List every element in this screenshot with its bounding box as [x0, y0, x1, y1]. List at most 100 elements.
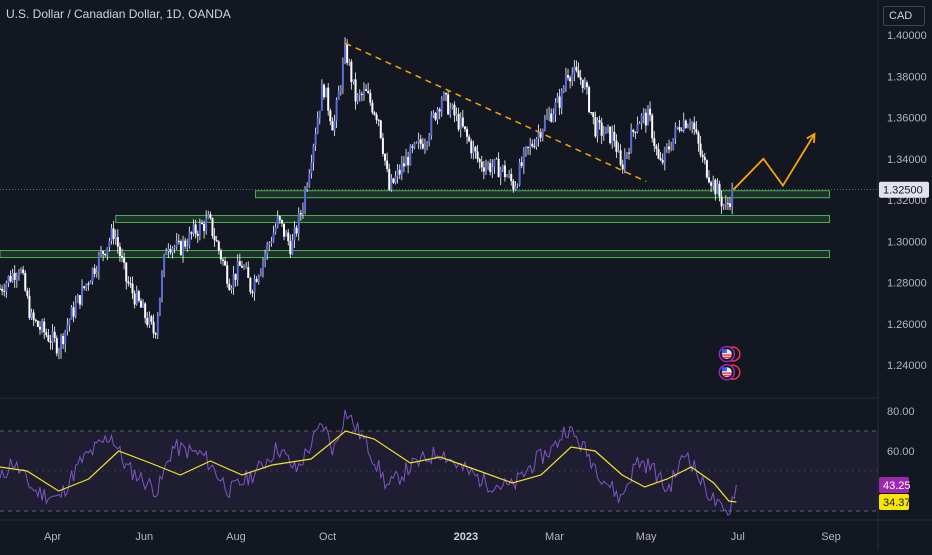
- candle-body: [142, 303, 145, 308]
- candle-body: [718, 183, 721, 197]
- candle-body: [506, 176, 509, 178]
- candle-body: [165, 251, 168, 255]
- candle-body: [524, 146, 527, 151]
- candle-body: [432, 112, 435, 116]
- candle-body: [693, 122, 696, 130]
- candle-body: [194, 224, 197, 234]
- candle-body: [28, 295, 31, 319]
- candle-body: [583, 82, 586, 89]
- price-axis-tick-label: 1.30000: [887, 236, 927, 248]
- candle-body: [34, 319, 37, 321]
- candle-body: [678, 127, 681, 131]
- candle-body: [154, 333, 157, 335]
- candle-body: [604, 127, 607, 134]
- candle-body: [644, 112, 647, 126]
- candle-body: [707, 177, 710, 183]
- candle-body: [110, 228, 113, 241]
- candle-body: [38, 326, 41, 330]
- candle-body: [716, 183, 719, 195]
- candle-body: [493, 158, 496, 167]
- candle-body: [259, 270, 262, 276]
- candle-body: [520, 162, 523, 166]
- candle-body: [339, 87, 342, 92]
- candle-body: [478, 159, 481, 162]
- candle-body: [470, 141, 473, 154]
- candle-body: [329, 110, 332, 122]
- candle-body: [590, 112, 593, 114]
- candle-body: [407, 156, 410, 166]
- candle-body: [689, 125, 692, 127]
- rsi-value-badge: [879, 477, 909, 493]
- candle-body: [320, 84, 323, 111]
- candle-body: [632, 130, 635, 132]
- time-axis-tick-label: Sep: [821, 531, 841, 543]
- candle-body: [228, 283, 231, 290]
- candle-body: [411, 146, 414, 148]
- candle-body: [325, 87, 328, 98]
- candle-body: [127, 281, 130, 284]
- candle-body: [657, 149, 660, 159]
- candle-body: [564, 75, 567, 87]
- rsi-line: [0, 409, 737, 516]
- candle-body: [466, 129, 469, 137]
- candle-body: [224, 260, 227, 266]
- candle-body: [314, 133, 317, 146]
- candle-body: [276, 216, 279, 227]
- candle-body: [354, 79, 357, 102]
- candle-body: [87, 283, 90, 285]
- candle-body: [445, 93, 448, 95]
- candle-body: [17, 272, 20, 277]
- candle-body: [510, 174, 513, 182]
- candle-body: [209, 214, 212, 218]
- candle-body: [651, 115, 654, 139]
- candle-body: [533, 146, 536, 148]
- candle-body: [642, 112, 645, 116]
- candle-body: [548, 113, 551, 117]
- candle-body: [291, 240, 294, 255]
- candle-body: [205, 217, 208, 231]
- candle-body: [219, 250, 222, 260]
- candle-body: [670, 149, 673, 151]
- candle-body: [203, 223, 206, 231]
- candle-body: [245, 267, 248, 269]
- candle-body: [261, 260, 264, 271]
- candle-body: [356, 94, 359, 102]
- candle-body: [45, 332, 48, 336]
- candle-body: [266, 244, 269, 254]
- candle-body: [621, 164, 624, 170]
- candle-body: [514, 186, 517, 190]
- candle-body: [377, 119, 380, 121]
- candle-body: [299, 213, 302, 215]
- candle-body: [379, 120, 382, 138]
- candle-body: [562, 86, 565, 92]
- candle-body: [316, 118, 319, 134]
- candle-body: [177, 240, 180, 242]
- candle-body: [655, 145, 658, 150]
- candle-body: [543, 119, 546, 130]
- candle-body: [447, 94, 450, 115]
- candle-body: [386, 160, 389, 169]
- candle-body: [93, 268, 96, 274]
- price-axis-tick-label: 1.28000: [887, 278, 927, 290]
- candle-body: [463, 126, 466, 130]
- candle-body: [384, 153, 386, 161]
- current-price-label: 1.32500: [883, 185, 923, 197]
- candle-body: [156, 315, 159, 335]
- candle-body: [367, 90, 370, 93]
- time-axis-tick-label: Jun: [135, 531, 153, 543]
- current-price-badge: [879, 181, 929, 198]
- candle-body: [304, 188, 307, 210]
- candle-body: [213, 235, 216, 241]
- currency-selector[interactable]: CAD: [883, 6, 925, 26]
- projected-path-arrowhead: [806, 132, 816, 144]
- candle-body: [442, 93, 445, 100]
- candle-body: [360, 93, 363, 95]
- candle-body: [322, 84, 325, 98]
- candle-body: [232, 273, 235, 288]
- candle-body: [592, 112, 595, 118]
- candle-body: [703, 156, 706, 161]
- candle-body: [449, 107, 452, 115]
- candle-body: [184, 240, 187, 247]
- candle-body: [575, 66, 578, 71]
